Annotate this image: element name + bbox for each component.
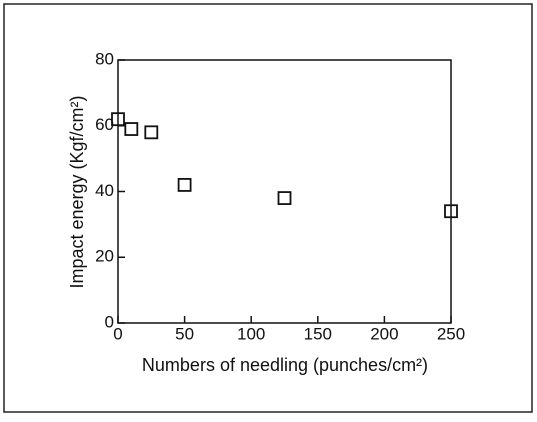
y-tick-label: 20 bbox=[95, 247, 114, 266]
marker bbox=[111, 112, 125, 127]
y-axis-label: Impact energy (Kgf/cm²) bbox=[67, 95, 87, 288]
frame bbox=[3, 3, 533, 413]
marker bbox=[177, 178, 192, 192]
x-tick-label: 100 bbox=[237, 324, 265, 343]
y-tick-label: 60 bbox=[95, 115, 114, 134]
marker bbox=[444, 204, 458, 219]
x-tick-label: 50 bbox=[175, 324, 194, 343]
marker bbox=[124, 122, 139, 136]
y-tick-label: 40 bbox=[95, 181, 114, 200]
marker bbox=[277, 191, 292, 205]
x-tick-label: 150 bbox=[304, 324, 332, 343]
x-tick-label: 0 bbox=[113, 324, 122, 343]
x-tick-label: 200 bbox=[370, 324, 398, 343]
marker bbox=[144, 125, 159, 140]
y-tick-label: 80 bbox=[95, 49, 114, 68]
x-axis-label: Numbers of needling (punches/cm²) bbox=[142, 355, 428, 375]
x-tick-label: 250 bbox=[437, 324, 465, 343]
y-tick-label: 0 bbox=[105, 312, 114, 331]
